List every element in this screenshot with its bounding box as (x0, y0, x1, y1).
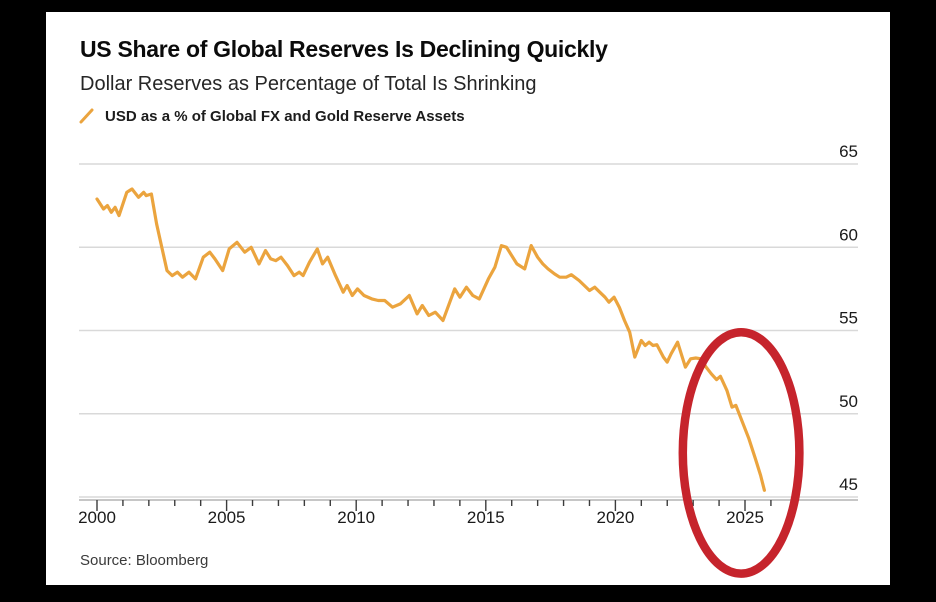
y-axis-tick-label: 60 (839, 225, 858, 244)
x-axis-tick-label: 2020 (596, 508, 634, 527)
chart-subtitle: Dollar Reserves as Percentage of Total I… (80, 73, 537, 95)
legend-line-icon (79, 108, 94, 124)
chart-card: US Share of Global Reserves Is Declining… (46, 12, 890, 585)
x-axis-tick-label: 2005 (208, 508, 246, 527)
usd-share-line (95, 187, 767, 492)
x-axis-tick-label: 2010 (337, 508, 375, 527)
line-chart: 65 60 55 50 45 2000 2005 2010 2015 2020 2025 (78, 142, 858, 578)
x-axis-tick-label: 2000 (78, 508, 116, 527)
y-axis-tick-label: 45 (839, 475, 858, 494)
highlight-ellipse-annotation (678, 327, 804, 578)
x-axis-tick-label: 2015 (467, 508, 505, 527)
y-axis-tick-label: 55 (839, 309, 858, 328)
y-axis-tick-label: 50 (839, 392, 858, 411)
chart-title: US Share of Global Reserves Is Declining… (80, 36, 608, 62)
source-note: Source: Bloomberg (80, 552, 209, 569)
y-axis-tick-label: 65 (839, 142, 858, 161)
legend-label: USD as a % of Global FX and Gold Reserve… (105, 107, 465, 125)
legend: USD as a % of Global FX and Gold Reserve… (78, 107, 465, 125)
x-axis-tick-label: 2025 (726, 508, 764, 527)
